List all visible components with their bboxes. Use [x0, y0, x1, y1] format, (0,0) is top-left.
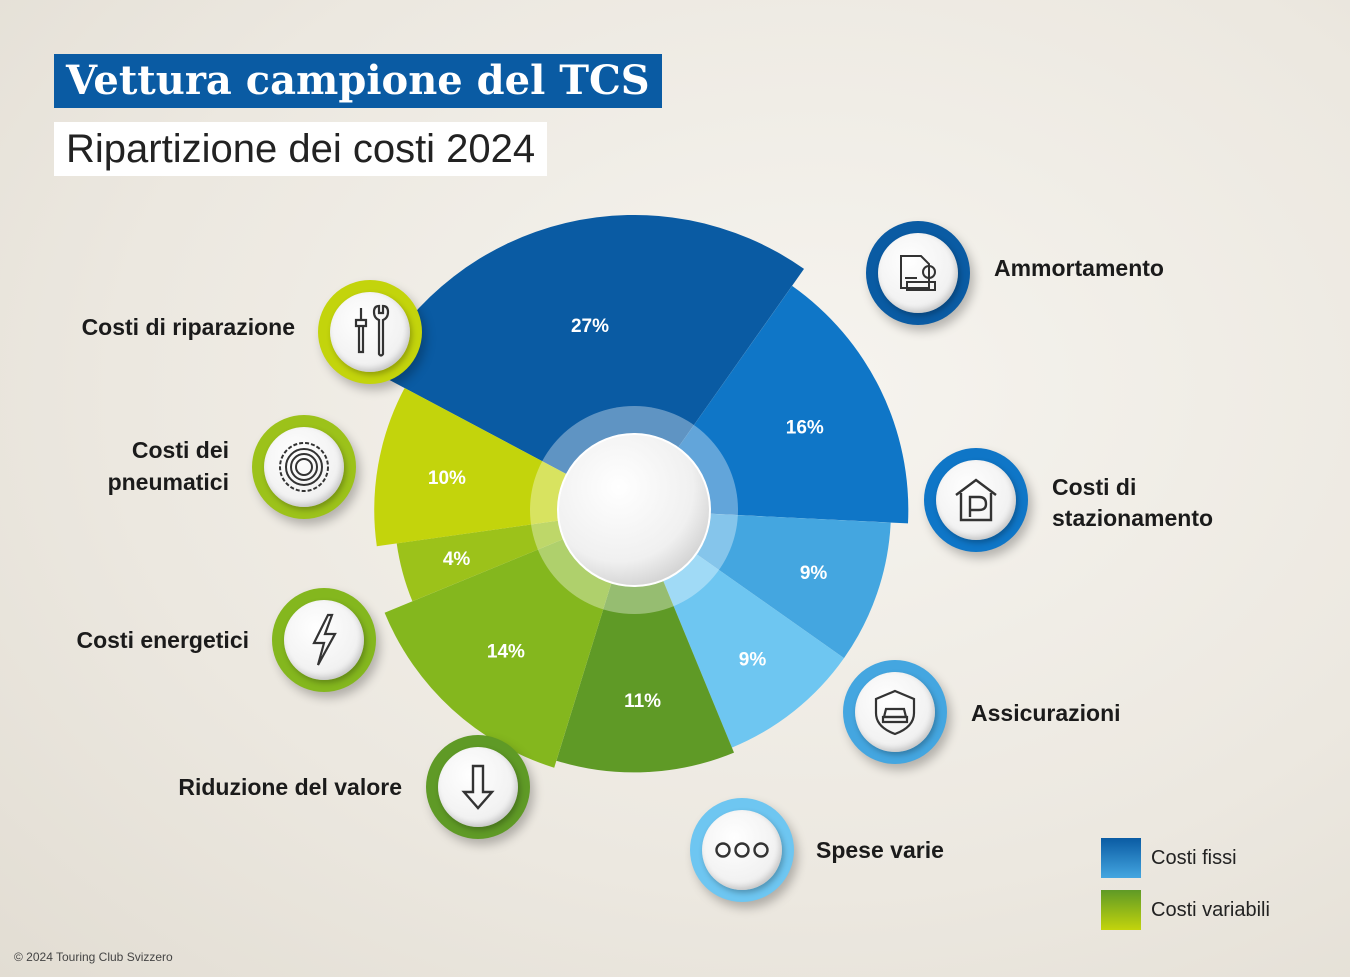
slice-5 [556, 510, 734, 773]
slice-value-label-7: 4% [443, 549, 471, 570]
badge-riduzione [426, 735, 530, 839]
chart-subtitle: Ripartizione dei costi 2024 [54, 122, 548, 176]
badge-assicurazioni [843, 660, 947, 764]
lightning-icon [312, 613, 337, 666]
legend-label-fissi: Costi fissi [1151, 847, 1237, 869]
label-stazionamento-line2: stazionamento [1052, 505, 1214, 531]
badge-energetici [272, 588, 376, 692]
slice-1 [373, 214, 804, 511]
slice-value-label-4: 9% [739, 650, 767, 671]
label-ammortamento: Ammortamento [994, 255, 1164, 281]
slice-value-label-1: 27% [571, 316, 609, 337]
label-riduzione: Riduzione del valore [178, 774, 402, 800]
car-shield-icon [874, 689, 916, 736]
badge-spese [690, 798, 794, 902]
label-spese: Spese varie [816, 837, 944, 863]
slice-value-label-5: 11% [624, 691, 661, 712]
three-dots-icon [715, 842, 769, 858]
label-riparazione: Costi di riparazione [81, 314, 295, 340]
slice-2 [634, 285, 909, 524]
tire-icon [279, 442, 329, 492]
tools-icon [354, 304, 390, 357]
badge-ammortamento [866, 221, 970, 325]
car-document-icon [900, 255, 936, 291]
badge-pneumatici [252, 415, 356, 519]
slice-value-label-3: 9% [800, 563, 828, 584]
label-pneumatici-line2: pneumatici [107, 469, 229, 495]
chart-title: Vettura campione del TCS [54, 54, 662, 108]
label-pneumatici-line1: Costi dei [131, 437, 229, 463]
badge-stazionamento [924, 448, 1028, 552]
parking-icon [955, 478, 997, 522]
slice-value-label-8: 10% [428, 468, 466, 489]
legend-label-variabili: Costi variabili [1151, 899, 1270, 921]
label-assicurazioni: Assicurazioni [971, 700, 1121, 726]
slice-4 [634, 510, 844, 748]
label-energetici: Costi energetici [76, 627, 249, 653]
arrow-down-icon [461, 764, 495, 810]
chart-hub [557, 433, 711, 587]
label-stazionamento-line1: Costi di [1052, 474, 1137, 500]
legend-swatch-variabili [1101, 890, 1141, 930]
slice-value-label-6: 14% [487, 641, 525, 662]
slice-value-label-2: 16% [786, 418, 824, 439]
legend-swatch-fissi [1101, 838, 1141, 878]
copyright-notice: © 2024 Touring Club Svizzero [14, 950, 173, 964]
slice-6 [384, 510, 634, 768]
badge-riparazione [318, 280, 422, 384]
